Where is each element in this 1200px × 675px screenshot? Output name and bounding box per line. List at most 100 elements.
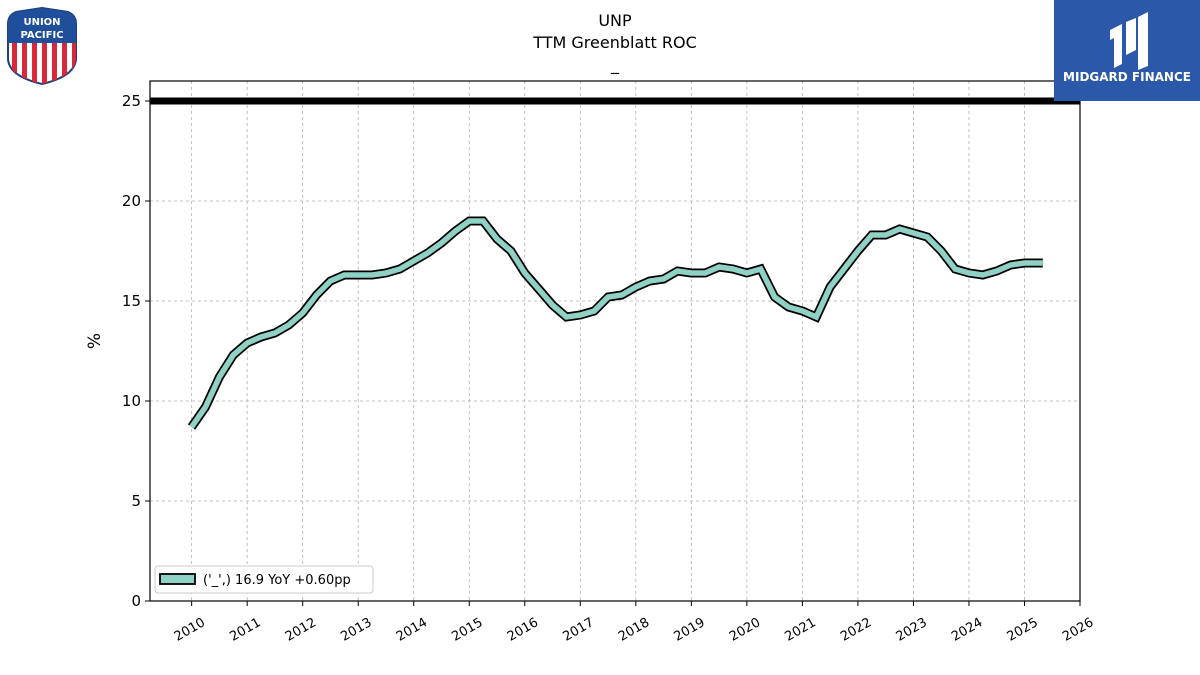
legend: ('_',) 16.9 YoY +0.60pp [154,565,374,594]
x-axis: 2010 2011 2012 2013 2014 2015 2016 2017 2018 2019… [172,601,1096,645]
x-tick-label: 2021 [783,615,819,645]
x-tick-label: 2014 [394,615,430,645]
data-point [676,270,679,272]
data-point [940,250,942,252]
data-point [746,272,748,274]
data-point [288,324,290,326]
y-axis: 0 5 10 15 20 25 [122,92,150,610]
data-point [260,336,262,338]
data-point [968,272,970,274]
logo-text-line2: PACIFIC [20,30,63,41]
logo-text-line1: UNION [23,17,60,28]
data-point [732,268,734,270]
data-point [774,296,776,298]
data-point [274,332,276,334]
legend-label: ('_',) 16.9 YoY +0.60pp [203,573,351,588]
x-tick-label: 2026 [1060,615,1096,645]
data-point [690,272,692,274]
data-point [815,316,817,318]
data-point [343,274,345,276]
data-point [454,230,456,232]
x-tick-label: 2018 [616,615,652,645]
x-tick-label: 2025 [1005,615,1041,645]
data-point [565,316,568,318]
series-group [187,216,1044,430]
data-point [191,426,193,428]
midgard-finance-logo: MIDGARD FINANCE [1054,0,1200,101]
x-tick-label: 2019 [672,615,708,645]
data-point [912,232,915,234]
data-point [1010,264,1012,266]
data-point [635,286,637,288]
grid-lines [150,81,1081,601]
x-tick-label: 2012 [283,615,319,645]
data-point [996,270,998,272]
data-point [371,274,373,276]
data-point [607,296,609,298]
data-point [649,280,651,282]
data-point [399,268,401,270]
data-point [316,294,318,296]
legend-box [154,565,374,594]
x-tick-label: 2017 [560,615,596,645]
data-point [204,406,207,408]
chart-subtitle: TTM Greenblatt ROC [532,33,697,52]
data-point [246,342,248,344]
union-pacific-logo: UNION PACIFIC [7,6,77,86]
data-point [1023,262,1026,264]
series-line [189,218,1043,429]
data-point [663,278,665,280]
data-point [385,272,387,274]
data-point [302,312,304,314]
x-tick-label: 2024 [949,615,985,645]
x-tick-label: 2015 [449,615,485,645]
data-point [232,354,234,356]
x-tick-label: 2016 [505,615,541,645]
data-point [551,304,554,306]
y-tick-label: 10 [122,392,141,410]
data-point [843,268,845,270]
data-point [579,314,581,316]
x-tick-label: 2013 [338,615,374,645]
plot-area [150,81,1080,601]
legend-swatch [159,573,196,585]
data-point [982,274,984,276]
midgard-mark-icon [1110,12,1148,70]
y-tick-label: 25 [122,92,141,110]
data-point [871,234,873,236]
data-point [496,238,498,240]
chart-subtitle-2: _ [610,55,620,75]
x-tick-label: 2020 [727,615,763,645]
data-point [482,220,484,222]
data-point [440,242,443,244]
data-point [621,294,623,296]
x-tick-label: 2010 [172,615,208,645]
data-point [1042,262,1044,264]
x-tick-label: 2011 [227,615,263,645]
data-point [801,310,804,312]
y-axis-label: % [85,333,105,349]
data-point [413,260,415,262]
data-point [857,250,859,252]
midgard-name: MIDGARD FINANCE [1063,70,1191,84]
data-point [218,376,220,378]
data-point [427,252,429,254]
x-tick-label: 2023 [894,615,930,645]
data-point [524,272,526,274]
data-point [926,236,928,238]
data-point [468,220,470,222]
data-point [760,268,762,270]
x-tick-label: 2022 [838,615,874,645]
y-tick-label: 0 [131,592,141,610]
data-point [829,286,831,288]
data-point [538,288,540,290]
chart-title: UNP [598,11,632,30]
data-point [899,228,901,230]
data-point [593,310,595,312]
data-point [510,250,512,252]
data-point [329,280,331,282]
data-point [704,272,706,274]
plot-frame [149,80,1081,602]
data-point [718,266,720,268]
